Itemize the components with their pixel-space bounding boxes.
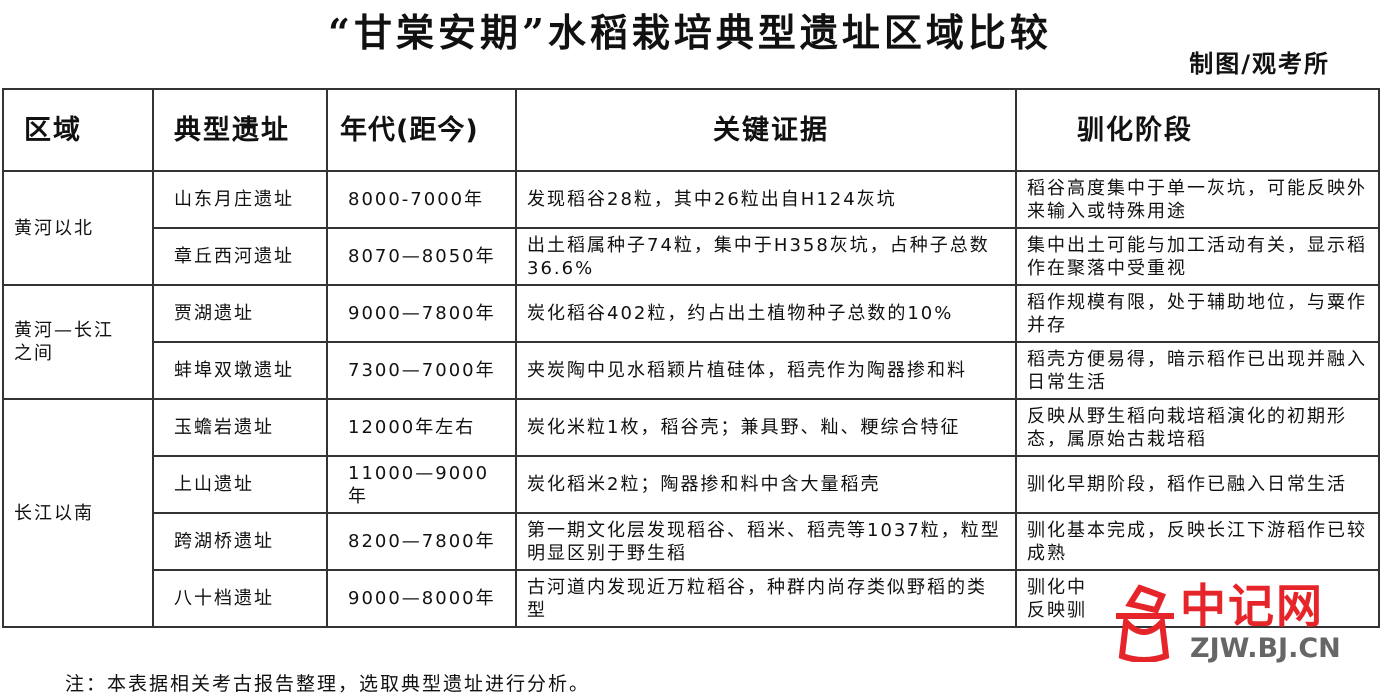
stage-cell: 稻谷高度集中于单一灰坑，可能反映外来输入或特殊用途: [1015, 170, 1380, 229]
table-row: 章丘西河遗址 8070—8050年 出土稻属种子74粒，集中于H358灰坑，占种子总…: [3, 227, 1380, 286]
stage-cell: 稻壳方便易得，暗示稻作已出现并融入日常生活: [1015, 341, 1380, 400]
header-site: 典型遗址: [152, 88, 328, 172]
header-stage: 驯化阶段: [1015, 88, 1380, 172]
site-cell: 贾湖遗址: [152, 284, 328, 343]
age-cell: 8000-7000年: [326, 170, 517, 229]
site-cell: 八十档遗址: [152, 569, 328, 628]
age-cell: 8200—7800年: [326, 512, 517, 571]
site-cell: 山东月庄遗址: [152, 170, 328, 229]
table-row: 长江以南 玉蟾岩遗址 12000年左右 炭化米粒1枚，稻谷壳；兼具野、籼、粳综合特征反…: [2, 398, 1380, 628]
footnote: 注：本表据相关考古报告整理，选取典型遗址进行分析。: [65, 673, 591, 695]
table-row: 蚌埠双墩遗址 7300—7000年 夹炭陶中见水稻颖片植硅体，稻壳作为陶器掺和料 稻壳…: [3, 341, 1380, 400]
watermark: 中记网 ZJW.BJ.CN: [1110, 582, 1378, 666]
header-age: 年代(距今): [326, 88, 517, 172]
age-cell: 12000年左右: [326, 398, 517, 457]
evidence-cell: 夹炭陶中见水稻颖片植硅体，稻壳作为陶器掺和料: [515, 341, 1017, 400]
header-row: 区域 典型遗址 年代(距今) 关键证据 驯化阶段: [2, 88, 1380, 172]
age-cell: 9000—8000年: [326, 569, 517, 628]
region-cell: 长江以南: [2, 398, 154, 628]
evidence-cell: 出土稻属种子74粒，集中于H358灰坑，占种子总数36.6%: [515, 227, 1017, 286]
watermark-url: ZJW.BJ.CN: [1190, 633, 1341, 664]
header-evidence: 关键证据: [515, 88, 1017, 172]
evidence-cell: 炭化米粒1枚，稻谷壳；兼具野、籼、粳综合特征: [515, 398, 1017, 457]
age-cell: 8070—8050年: [326, 227, 517, 286]
watermark-logo-icon: [1116, 584, 1174, 662]
evidence-cell: 发现稻谷28粒，其中26粒出自H124灰坑: [515, 170, 1017, 229]
evidence-cell: 炭化稻米2粒；陶器掺和料中含大量稻壳: [515, 455, 1017, 514]
region-cell: 黄河—长江之间: [2, 284, 154, 400]
table-row: 八十档遗址 9000—8000年 古河道内发现近万粒稻谷，种群内尚存类似野稻的类型驯…: [3, 569, 1380, 628]
evidence-cell: 古河道内发现近万粒稻谷，种群内尚存类似野稻的类型: [515, 569, 1017, 628]
credit: 制图/观考所: [1189, 50, 1330, 78]
stage-cell: 驯化中 反映驯: [1015, 569, 1380, 628]
site-cell: 跨湖桥遗址: [152, 512, 328, 571]
age-cell: 11000—9000年: [326, 455, 517, 514]
stage-cell: 驯化基本完成，反映长江下游稻作已较成熟: [1015, 512, 1380, 571]
table-row: 跨湖桥遗址 8200—7800年 第一期文化层发现稻谷、稻米、稻壳等1037粒，粒型…: [3, 512, 1380, 571]
stage-cell: 集中出土可能与加工活动有关，显示稻作在聚落中受重视: [1015, 227, 1380, 286]
page-title: “甘棠安期”水稻栽培典型遗址区域比较: [328, 10, 1052, 55]
header-region: 区域: [2, 88, 154, 172]
table-row: 上山遗址 11000—9000年 炭化稻米2粒；陶器掺和料中含大量稻壳 驯化早期阶段，…: [3, 455, 1380, 514]
site-cell: 章丘西河遗址: [152, 227, 328, 286]
table-row: 黄河—长江之间 贾湖遗址 9000—7800年 炭化稻谷402粒，约占出土植物种子总数…: [2, 284, 1380, 400]
stage-cell: 稻作规模有限，处于辅助地位，与粟作并存: [1015, 284, 1380, 343]
age-cell: 9000—7800年: [326, 284, 517, 343]
site-cell: 玉蟾岩遗址: [152, 398, 328, 457]
evidence-cell: 炭化稻谷402粒，约占出土植物种子总数的10%: [515, 284, 1017, 343]
watermark-name: 中记网: [1180, 579, 1324, 633]
site-cell: 蚌埠双墩遗址: [152, 341, 328, 400]
comparison-table: 区域 典型遗址 年代(距今) 关键证据 驯化阶段 黄河以北 山东月庄遗址 8000-…: [2, 88, 1380, 628]
region-cell: 黄河以北: [2, 170, 154, 286]
evidence-cell: 第一期文化层发现稻谷、稻米、稻壳等1037粒，粒型明显区别于野生稻: [515, 512, 1017, 571]
table-row: 黄河以北 山东月庄遗址 8000-7000年 发现稻谷28粒，其中26粒出自H124灰…: [2, 170, 1380, 286]
age-cell: 7300—7000年: [326, 341, 517, 400]
site-cell: 上山遗址: [152, 455, 328, 514]
stage-cell: 驯化早期阶段，稻作已融入日常生活: [1015, 455, 1380, 514]
stage-cell: 反映从野生稻向栽培稻演化的初期形态，属原始古栽培稻: [1015, 398, 1380, 457]
